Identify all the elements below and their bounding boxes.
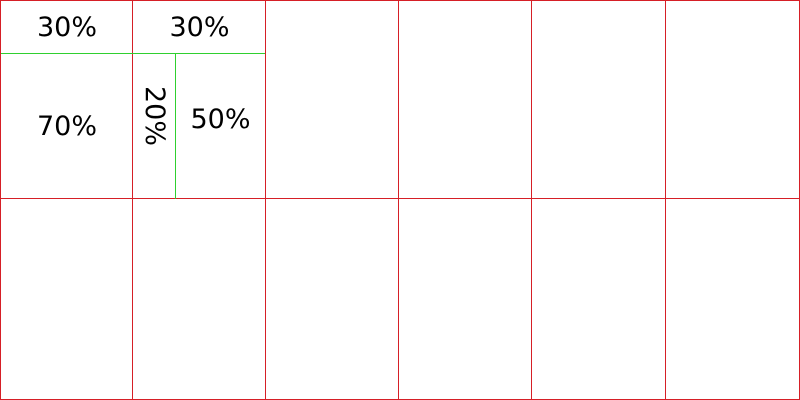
label-r1c1-top: 30%: [36, 11, 97, 43]
label-r1c1-bottom: 70%: [36, 111, 97, 142]
label-r1c2-right: 50%: [190, 103, 251, 135]
grid-cell-r2-c6: [666, 199, 800, 400]
grid-cell-r2-c2: [133, 199, 266, 400]
grid-cell-r2-c4: [399, 199, 532, 400]
grid-cell-r1-c4: [399, 0, 532, 199]
split-line-horizontal: [1, 53, 265, 54]
label-r1c2-top: 30%: [169, 11, 230, 43]
grid-cell-r1-c3: [266, 0, 399, 199]
label-r1c2-left: 20%: [139, 86, 170, 147]
grid-cell-r2-c5: [532, 199, 666, 400]
grid-cell-r1-c1: [0, 0, 133, 199]
grid-cell-r1-c2: [133, 0, 266, 199]
grid-cell-r2-c3: [266, 199, 399, 400]
split-line-vertical: [175, 53, 176, 199]
grid-cell-r1-c6: [666, 0, 800, 199]
grid-cell-r1-c5: [532, 0, 666, 199]
grid-cell-r2-c1: [0, 199, 133, 400]
